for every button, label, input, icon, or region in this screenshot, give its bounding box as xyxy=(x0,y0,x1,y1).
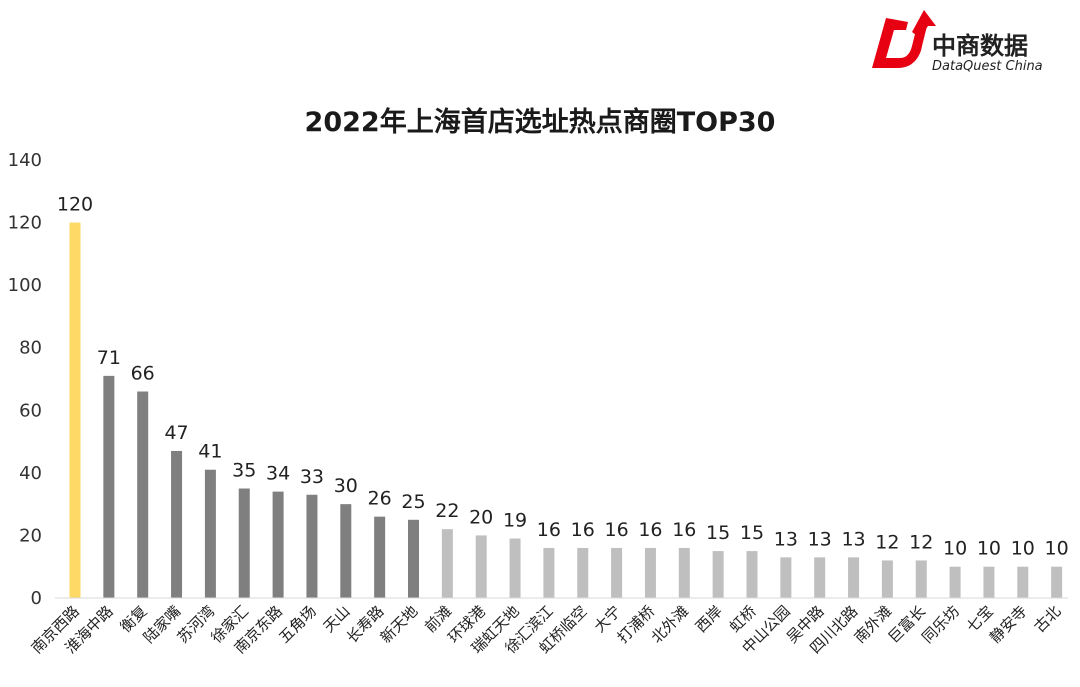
x-tick-label: 苏河湾 xyxy=(174,602,219,647)
data-label: 10 xyxy=(977,538,1001,560)
bar xyxy=(949,566,961,598)
bar xyxy=(577,547,589,598)
data-label: 15 xyxy=(740,522,764,544)
bar xyxy=(69,222,81,599)
x-tick-label: 同乐坊 xyxy=(918,602,963,647)
y-axis-ticks: 0 20 40 60 80 100 120 140 xyxy=(8,150,42,609)
x-tick-label: 西岸 xyxy=(692,602,726,636)
bar xyxy=(204,469,216,598)
x-tick-label: 北外滩 xyxy=(648,602,693,647)
data-label: 25 xyxy=(401,491,425,513)
y-tick-label: 120 xyxy=(8,213,42,234)
data-label: 71 xyxy=(97,347,121,369)
bar xyxy=(103,375,115,598)
data-label: 10 xyxy=(1045,538,1069,560)
bar xyxy=(340,504,352,598)
data-label: 22 xyxy=(435,500,459,522)
y-tick-label: 100 xyxy=(8,275,42,296)
x-tick-label: 陆家嘴 xyxy=(140,602,185,647)
x-tick-label: 五角场 xyxy=(275,602,320,647)
y-tick-label: 0 xyxy=(31,588,42,609)
data-label: 34 xyxy=(266,463,290,485)
bar xyxy=(171,450,183,598)
data-label: 16 xyxy=(571,519,595,541)
data-label: 35 xyxy=(232,460,256,482)
data-label: 66 xyxy=(131,363,155,385)
bar xyxy=(1017,566,1029,598)
bar xyxy=(915,560,927,598)
bar xyxy=(746,551,758,598)
data-label: 13 xyxy=(774,528,798,550)
logo-subtitle: DataQuest China xyxy=(932,59,1043,74)
data-label: 26 xyxy=(368,488,392,510)
bars xyxy=(69,222,1063,599)
data-label: 41 xyxy=(198,441,222,463)
bar xyxy=(509,538,521,598)
bar xyxy=(611,547,623,598)
bar xyxy=(814,557,826,598)
data-label: 20 xyxy=(469,506,493,528)
data-label: 12 xyxy=(909,531,933,553)
bar xyxy=(678,547,690,598)
bar xyxy=(238,488,250,598)
data-label: 47 xyxy=(164,422,188,444)
data-label: 12 xyxy=(875,531,899,553)
bar xyxy=(475,535,487,598)
bar xyxy=(881,560,893,598)
data-label: 30 xyxy=(334,475,358,497)
bar xyxy=(780,557,792,598)
data-label: 19 xyxy=(503,510,527,532)
x-tick-label: 打浦桥 xyxy=(614,602,659,647)
bar xyxy=(848,557,860,598)
y-tick-label: 20 xyxy=(19,525,42,546)
bar xyxy=(543,547,555,598)
x-tick-label: 新天地 xyxy=(377,602,422,647)
x-tick-label: 静安寺 xyxy=(986,602,1031,647)
data-labels: 120 71 66 47 41 35 34 33 30 26 25 22 20 19 16 16 16 16 16 1… xyxy=(57,194,1069,560)
bar xyxy=(306,494,318,598)
data-label: 13 xyxy=(841,528,865,550)
data-label: 16 xyxy=(672,519,696,541)
x-tick-label: 长寿路 xyxy=(343,602,388,647)
bar xyxy=(272,491,284,598)
bar xyxy=(644,547,656,598)
data-label: 13 xyxy=(808,528,832,550)
y-tick-label: 60 xyxy=(19,400,42,421)
bar xyxy=(441,529,453,598)
data-label: 15 xyxy=(706,522,730,544)
data-label: 33 xyxy=(300,466,324,488)
data-label: 10 xyxy=(943,538,967,560)
data-label: 16 xyxy=(638,519,662,541)
logo: 中商数据 DataQuest China xyxy=(868,8,1068,74)
bar xyxy=(983,566,995,598)
data-label: 10 xyxy=(1011,538,1035,560)
chart-title: 2022年上海首店选址热点商圈TOP30 xyxy=(304,107,776,138)
bar xyxy=(1051,566,1063,598)
data-label: 120 xyxy=(57,194,93,216)
data-label: 16 xyxy=(605,519,629,541)
data-label: 16 xyxy=(537,519,561,541)
x-tick-label: 古北 xyxy=(1031,602,1065,636)
y-tick-label: 140 xyxy=(8,150,42,171)
y-tick-label: 40 xyxy=(19,463,42,484)
logo-mark-icon: 中商数据 DataQuest China xyxy=(872,10,1043,74)
bar xyxy=(137,391,149,598)
bar xyxy=(408,519,419,598)
bar xyxy=(712,551,724,598)
x-tick-label: 巨富长 xyxy=(885,602,930,647)
logo-name: 中商数据 xyxy=(932,32,1028,60)
y-tick-label: 80 xyxy=(19,338,42,359)
bar xyxy=(374,516,386,598)
x-tick-label: 南外滩 xyxy=(851,602,896,647)
